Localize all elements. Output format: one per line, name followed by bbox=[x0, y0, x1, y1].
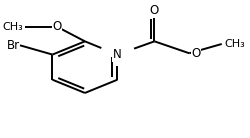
Text: CH₃: CH₃ bbox=[224, 39, 245, 49]
Text: O: O bbox=[192, 47, 201, 60]
Text: O: O bbox=[150, 4, 159, 17]
Text: O: O bbox=[52, 20, 62, 33]
Text: CH₃: CH₃ bbox=[3, 22, 24, 32]
Text: Br: Br bbox=[7, 39, 20, 52]
Text: N: N bbox=[113, 48, 122, 61]
